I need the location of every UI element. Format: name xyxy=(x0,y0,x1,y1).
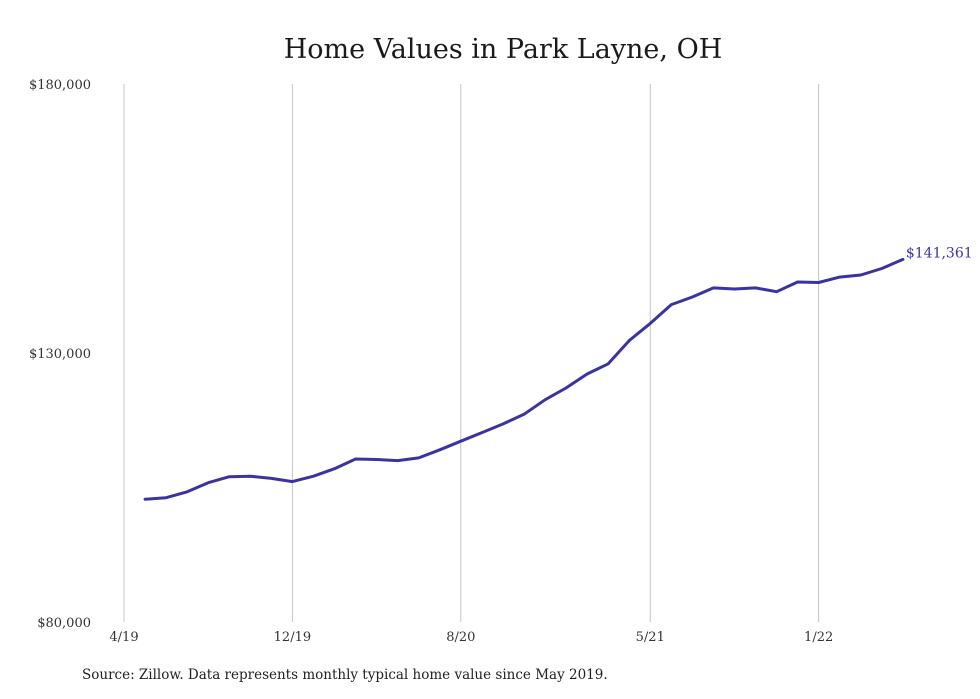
y-tick-label: $80,000 xyxy=(37,616,91,631)
gridlines xyxy=(123,84,820,622)
x-tick-label: 12/19 xyxy=(274,630,311,645)
series-group xyxy=(143,257,905,501)
y-tick-label: $130,000 xyxy=(29,347,91,362)
source-note: Source: Zillow. Data represents monthly … xyxy=(82,667,608,683)
x-tick-label: 4/19 xyxy=(109,630,138,645)
end-value-label: $141,361 xyxy=(906,245,973,261)
x-tick-label: 8/20 xyxy=(446,630,475,645)
y-axis-ticks: $180,000 $130,000 $80,000 xyxy=(29,78,91,631)
x-tick-label: 5/21 xyxy=(636,630,665,645)
chart-title: Home Values in Park Layne, OH xyxy=(284,34,723,65)
x-tick-label: 1/22 xyxy=(804,630,833,645)
series-line xyxy=(143,257,905,501)
data-labels: $141,361 xyxy=(906,245,973,261)
y-tick-label: $180,000 xyxy=(29,78,91,93)
x-axis-ticks: 4/19 12/19 8/20 5/21 1/22 xyxy=(109,630,833,645)
